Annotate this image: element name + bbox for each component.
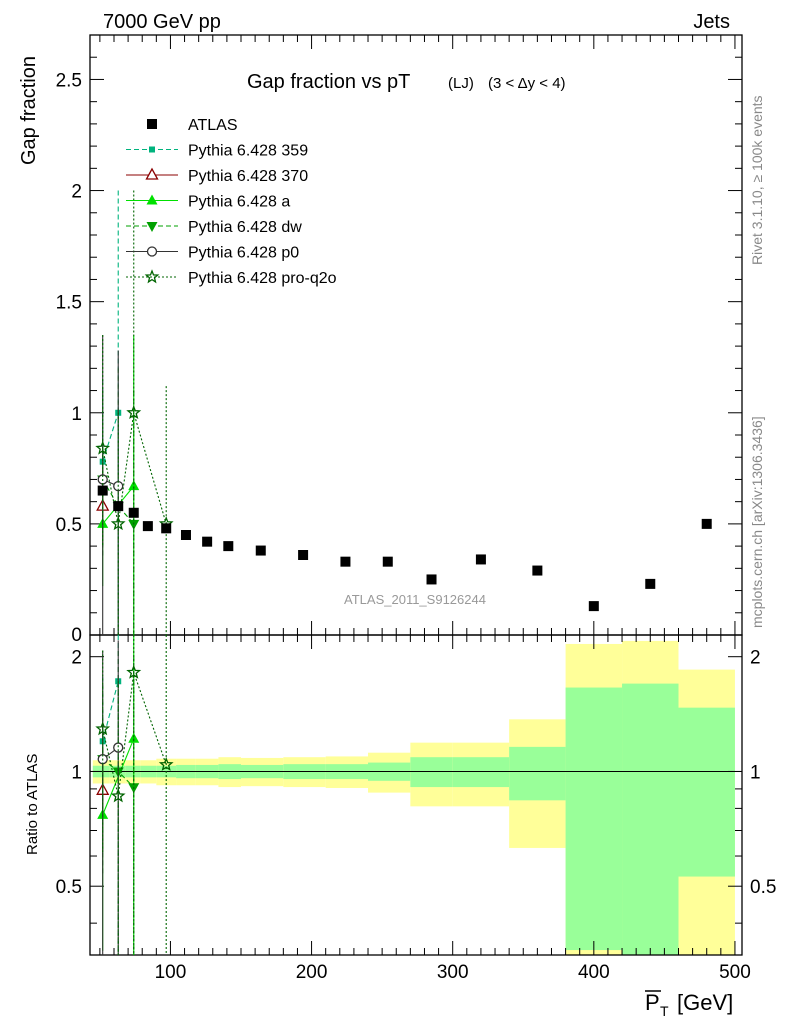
x-axis-label-unit: [GeV]	[677, 990, 733, 1015]
band-inner-bin-16	[622, 683, 679, 955]
main-series-layer	[95, 190, 174, 635]
atlas-point-8	[255, 545, 266, 556]
legend-label-5: Pythia 6.428 p0	[188, 245, 299, 262]
band-inner-bin-12	[410, 757, 453, 788]
atlas-point-17	[701, 518, 712, 529]
atlas-point-0	[97, 485, 108, 496]
series-point-main-s5-2	[126, 405, 142, 420]
atlas-point-2	[128, 507, 139, 518]
rivet-version-label: Rivet 3.1.10, ≥ 100k events	[749, 95, 765, 265]
y-tick-label-0.5: 0.5	[56, 515, 82, 536]
atlas-point-13	[475, 554, 486, 565]
mcplots-label: mcplots.cern.ch [arXiv:1306.3436]	[749, 416, 765, 628]
legend-label-2: Pythia 6.428 370	[188, 168, 308, 185]
atlas-point-1	[113, 501, 124, 512]
y-tick-label-1.5: 1.5	[56, 293, 82, 314]
ratio-tick-label-right-1: 1	[750, 762, 761, 783]
series-point-main-s5-0	[95, 440, 111, 455]
ratio-panel-frame	[89, 634, 743, 956]
series-point-ratio-s5-0	[95, 721, 111, 736]
legend-label-6: Pythia 6.428 pro-q2o	[188, 270, 337, 287]
x-tick-labels: 100 200 300 400 500	[155, 962, 751, 983]
series-line-main-s5	[102, 412, 167, 525]
x-tick-label-200: 200	[296, 962, 328, 983]
series-point-ratio-s5-2	[126, 664, 142, 679]
atlas-point-9	[298, 550, 309, 560]
legend-marker-5	[146, 246, 158, 257]
x-tick-label-400: 400	[578, 962, 610, 983]
title-sub: (LJ)	[448, 75, 474, 92]
plot-title: Gap fraction vs pT (LJ) (3 < Δy < 4)	[247, 71, 566, 93]
atlas-point-3	[142, 521, 153, 532]
legend-label-1: Pythia 6.428 359	[188, 143, 308, 160]
series-point-main-s3-2	[128, 519, 140, 530]
series-line-main-s3	[102, 479, 135, 525]
ratio-tick-label-right-0.5: 0.5	[750, 877, 776, 898]
x-tick-label-500: 500	[719, 962, 751, 983]
atlas-point-15	[588, 601, 599, 612]
legend-label-4: Pythia 6.428 dw	[188, 219, 302, 236]
title-range: (3 < Δy < 4)	[488, 75, 566, 92]
legend-marker-2	[145, 167, 159, 180]
legend-marker-1	[149, 146, 155, 153]
atlas-point-12	[426, 574, 437, 585]
ratio-tick-label-2: 2	[71, 648, 82, 669]
x-tick-label-100: 100	[155, 962, 187, 983]
atlas-point-11	[382, 556, 393, 567]
ratio-bands	[92, 640, 735, 955]
legend-marker-6	[144, 269, 160, 284]
legend-marker-4	[146, 222, 158, 232]
series-point-ratio-s5-1	[110, 788, 126, 803]
atlas-point-6	[202, 536, 213, 547]
atlas-data-points	[97, 485, 712, 612]
band-inner-bin-14	[509, 746, 566, 801]
header-process: 7000 GeV pp	[103, 11, 221, 33]
ratio-series-layer	[95, 635, 174, 955]
series-point-main-s5-1	[110, 516, 126, 531]
band-inner-bin-13	[452, 757, 510, 788]
series-point-main-s2-1	[128, 480, 140, 491]
x-axis-label: P T [GeV]	[645, 990, 733, 1019]
atlas-point-16	[645, 578, 656, 589]
header-jets: Jets	[693, 11, 730, 33]
atlas-point-4	[161, 523, 172, 534]
y-tick-label-0: 0	[71, 625, 82, 646]
x-axis-label-sub: T	[660, 1003, 669, 1019]
x-axis-label-p: P	[645, 990, 660, 1015]
title-main: Gap fraction vs pT	[247, 71, 410, 93]
atlas-point-5	[180, 530, 191, 540]
series-line-main-s0	[102, 412, 119, 462]
series-line-ratio-s0	[102, 681, 119, 742]
atlas-point-7	[223, 541, 234, 552]
legend-marker-0	[147, 119, 157, 129]
atlas-point-14	[532, 565, 543, 576]
y-tick-label-1: 1	[71, 404, 82, 425]
legend-label-0: ATLAS	[188, 117, 238, 134]
ratio-tick-label-0.5: 0.5	[56, 877, 82, 898]
legend: ATLAS Pythia 6.428 359 Pythia 6.428 370 Pyt…	[126, 117, 337, 287]
axis-ticks	[90, 34, 742, 955]
x-tick-label-300: 300	[437, 962, 469, 983]
ratio-tick-label-right-2: 2	[750, 648, 761, 669]
band-inner-bin-17	[678, 707, 735, 877]
y-axis-label-ratio: Ratio to ATLAS	[24, 754, 41, 855]
y-tick-labels-ratio: 0.5 1 2 0.5 1 2	[56, 648, 777, 899]
ratio-tick-label-1: 1	[71, 762, 82, 783]
y-tick-label-2.5: 2.5	[56, 70, 82, 91]
analysis-watermark: ATLAS_2011_S9126244	[344, 592, 486, 607]
atlas-point-10	[340, 556, 351, 567]
legend-marker-3	[146, 194, 158, 205]
series-point-ratio-s5-3	[158, 756, 174, 771]
band-inner-bin-15	[565, 687, 623, 951]
y-tick-labels-main: 0.5 1 1.5 2 2.5 0	[56, 70, 82, 646]
y-axis-label-main: Gap fraction	[18, 56, 40, 165]
legend-label-3: Pythia 6.428 a	[188, 194, 290, 211]
y-tick-label-2: 2	[71, 182, 82, 203]
